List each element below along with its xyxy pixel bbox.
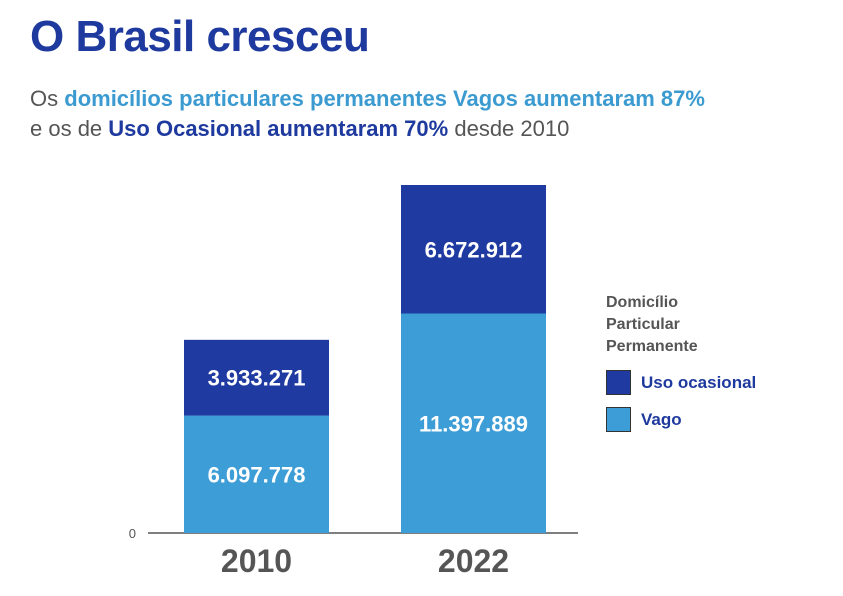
- legend: Domicílio Particular Permanente Uso ocas…: [606, 292, 826, 432]
- data-label-uso-ocasional-2022: 6.672.912: [425, 237, 523, 262]
- legend-label-uso-ocasional: Uso ocasional: [641, 372, 757, 392]
- legend-title: Domicílio Particular Permanente: [606, 294, 698, 355]
- subtitle-text-1: Os: [30, 86, 59, 111]
- data-label-vago-2010: 6.097.778: [208, 462, 306, 487]
- subtitle-highlight-ocasional: Uso Ocasional aumentaram 70%: [108, 116, 449, 141]
- x-tick-label-2010: 2010: [221, 543, 292, 579]
- x-tick-label-2022: 2022: [438, 543, 509, 579]
- legend-item-vago: Vago: [606, 407, 826, 432]
- legend-label-vago: Vago: [641, 409, 682, 429]
- data-label-uso-ocasional-2010: 3.933.271: [208, 366, 306, 391]
- subtitle-text-3: desde 2010: [454, 116, 570, 141]
- y-tick-label-0: 0: [129, 526, 136, 541]
- legend-swatch-vago: [606, 407, 631, 432]
- subtitle-highlight-vagos: domicílios particulares permanentes Vago…: [64, 86, 705, 111]
- bar-uso-ocasional-2022: [401, 185, 546, 314]
- data-label-vago-2022: 11.397.889: [419, 411, 528, 436]
- legend-swatch-uso-ocasional: [606, 370, 631, 395]
- legend-item-uso-ocasional: Uso ocasional: [606, 370, 826, 395]
- bar-vago-2010: [184, 415, 329, 533]
- bar-uso-ocasional-2010: [184, 339, 329, 416]
- subtitle: Os domicílios particulares permanentes V…: [30, 84, 840, 144]
- subtitle-text-2: e os de: [30, 116, 103, 141]
- bar-vago-2022: [401, 313, 546, 533]
- page-title: O Brasil cresceu: [30, 12, 370, 61]
